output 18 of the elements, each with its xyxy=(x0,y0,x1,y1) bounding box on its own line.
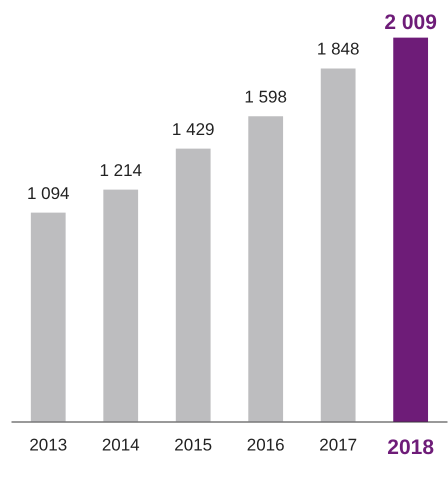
x-tick-label: 2015 xyxy=(174,436,212,455)
bar xyxy=(248,116,284,422)
x-tick-label: 2016 xyxy=(246,436,285,455)
x-tick-label: 2018 xyxy=(387,436,434,460)
x-tick-label: 2014 xyxy=(102,436,140,455)
x-tick-label: 2013 xyxy=(29,436,68,455)
bar xyxy=(103,190,138,422)
data-label: 2 009 xyxy=(384,10,437,34)
x-tick-label: 2017 xyxy=(319,436,358,455)
data-label: 1 214 xyxy=(99,160,142,180)
bar xyxy=(393,38,428,422)
data-label: 1 429 xyxy=(172,120,214,139)
data-label: 1 094 xyxy=(26,184,70,203)
bar xyxy=(30,212,66,422)
data-label: 1 848 xyxy=(316,40,360,59)
data-label: 1 598 xyxy=(244,87,287,106)
bar xyxy=(176,148,211,422)
bar xyxy=(320,68,356,422)
